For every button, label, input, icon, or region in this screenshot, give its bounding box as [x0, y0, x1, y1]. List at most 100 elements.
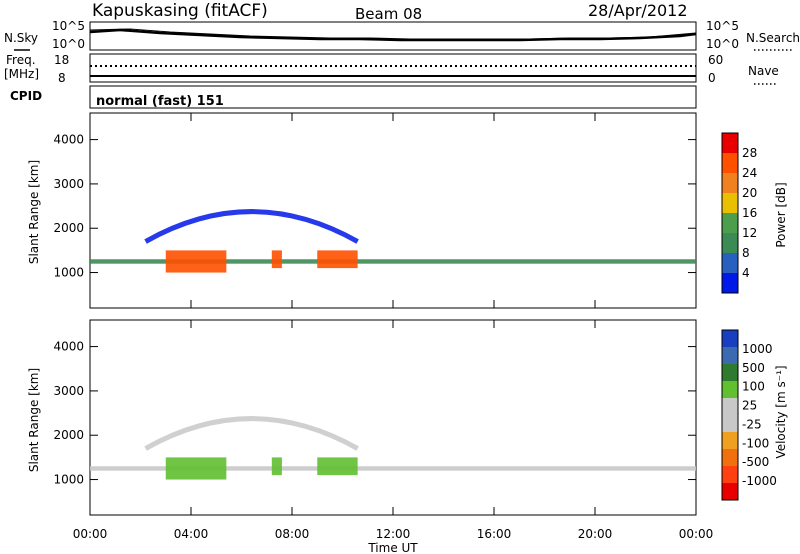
x-tick-label: 00:00 [679, 527, 714, 541]
noise-sky-trace [89, 28, 697, 42]
colorbar-segment [722, 347, 738, 364]
colorbar-tick-label: 16 [742, 206, 757, 220]
colorbar-tick-label: 28 [742, 146, 757, 160]
echo-band [317, 250, 358, 269]
echo-band [90, 466, 696, 471]
power-colorbar-label: Power [dB] [774, 182, 788, 247]
velocity-echo-layer [90, 416, 696, 480]
nave-tick-bottom: 0 [708, 71, 716, 85]
colorbar-segment [722, 398, 738, 415]
echo-band [317, 457, 358, 476]
x-tick-label: 12:00 [376, 527, 411, 541]
echo-band [144, 416, 359, 451]
colorbar-tick-label: 12 [742, 226, 757, 240]
colorbar-segment [722, 173, 738, 193]
colorbar-tick-label: 4 [742, 266, 750, 280]
station-title: Kapuskasing (fitACF) [92, 1, 268, 21]
beam-title: Beam 08 [355, 5, 422, 23]
colorbar-segment [722, 364, 738, 381]
colorbar-tick-label: 1000 [742, 342, 773, 356]
colorbar-segment [722, 466, 738, 483]
x-tick-label: 16:00 [477, 527, 512, 541]
velocity-panel-frame [89, 319, 697, 516]
cpid-text: normal (fast) 151 [96, 94, 224, 109]
colorbar-segment [722, 213, 738, 233]
echo-band [90, 259, 696, 264]
x-tick-label: 08:00 [275, 527, 310, 541]
noise-strip [89, 21, 697, 51]
colorbar-segment [722, 330, 738, 347]
velocity-y-ticks: 1000 2000 3000 4000 [53, 340, 696, 487]
freq-tick-top: 18 [54, 53, 69, 67]
colorbar-segment [722, 233, 738, 253]
colorbar-segment [722, 153, 738, 173]
nsearch-tick-top: 10^5 [706, 19, 739, 33]
colorbar-segment [722, 449, 738, 466]
colorbar-tick-label: 500 [742, 361, 765, 375]
y-tick-label: 3000 [53, 384, 84, 398]
power-y-ticks: 1000 2000 3000 4000 [53, 133, 696, 280]
velocity-ylabel: Slant Range [km] [27, 368, 41, 472]
colorbar-tick-label: -500 [742, 455, 769, 469]
date-title: 28/Apr/2012 [588, 1, 688, 20]
power-panel-frame [89, 112, 697, 309]
velocity-panel [89, 319, 697, 516]
colorbar-frame [721, 132, 739, 294]
x-tick-label: 00:00 [73, 527, 108, 541]
freq-strip-frame [89, 53, 697, 83]
echo-band [165, 457, 227, 480]
echo-band [271, 457, 282, 476]
colorbar-frame [721, 329, 739, 501]
colorbar-tick-label: 24 [742, 166, 757, 180]
xaxis-title: Time UT [367, 541, 418, 554]
colorbar-tick-label: 100 [742, 380, 765, 394]
y-tick-label: 3000 [53, 177, 84, 191]
y-tick-label: 4000 [53, 340, 84, 354]
colorbar-tick-label: 25 [742, 399, 757, 413]
y-tick-label: 2000 [53, 221, 84, 235]
y-tick-label: 1000 [53, 266, 84, 280]
power-panel [89, 112, 697, 309]
freq-strip [89, 53, 697, 83]
nsky-label: N.Sky [4, 31, 38, 45]
echo-band [271, 250, 282, 269]
nsky-tick-top: 10^5 [52, 19, 85, 33]
echo-band [144, 209, 359, 244]
nave-tick-top: 60 [708, 53, 723, 67]
colorbar-segment [722, 381, 738, 398]
nsearch-tick-bottom: 10^0 [706, 37, 739, 51]
colorbar-tick-label: -1000 [742, 474, 777, 488]
cpid-label: CPID [10, 89, 42, 103]
velocity-colorbar-label: Velocity [m s⁻¹] [774, 365, 788, 458]
cpid-strip-frame [89, 85, 697, 109]
colorbar-segment [722, 273, 738, 293]
y-tick-label: 2000 [53, 428, 84, 442]
nsky-tick-bottom: 10^0 [52, 37, 85, 51]
colorbar-tick-label: -100 [742, 436, 769, 450]
freq-unit: [MHz] [4, 67, 39, 81]
x-tick-label: 20:00 [578, 527, 613, 541]
y-tick-label: 4000 [53, 133, 84, 147]
colorbar-tick-label: 8 [742, 246, 750, 260]
nsearch-label: N.Search [746, 31, 800, 45]
freq-label: Freq. [6, 53, 36, 67]
velocity-colorbar: 1000 500 100 25 -25 -100 -500 -1000 [721, 329, 777, 501]
colorbar-segment [722, 193, 738, 213]
freq-tick-bottom: 8 [58, 71, 66, 85]
time-x-ticks: 00:00 04:00 08:00 12:00 16:00 20:00 00:00 [73, 113, 714, 541]
power-ylabel: Slant Range [km] [27, 160, 41, 264]
noise-search-trace [89, 28, 697, 40]
noise-strip-frame [89, 21, 697, 51]
colorbar-segment [722, 415, 738, 432]
colorbar-segment [722, 432, 738, 449]
colorbar-tick-label: 20 [742, 186, 757, 200]
colorbar-segment [722, 253, 738, 273]
nave-label: Nave [748, 64, 779, 78]
echo-band [165, 250, 227, 273]
colorbar-segment [722, 133, 738, 153]
x-tick-label: 04:00 [174, 527, 209, 541]
colorbar-segment [722, 483, 738, 500]
power-colorbar: 4 8 12 16 20 24 28 [721, 132, 757, 294]
power-echo-layer [90, 209, 696, 273]
